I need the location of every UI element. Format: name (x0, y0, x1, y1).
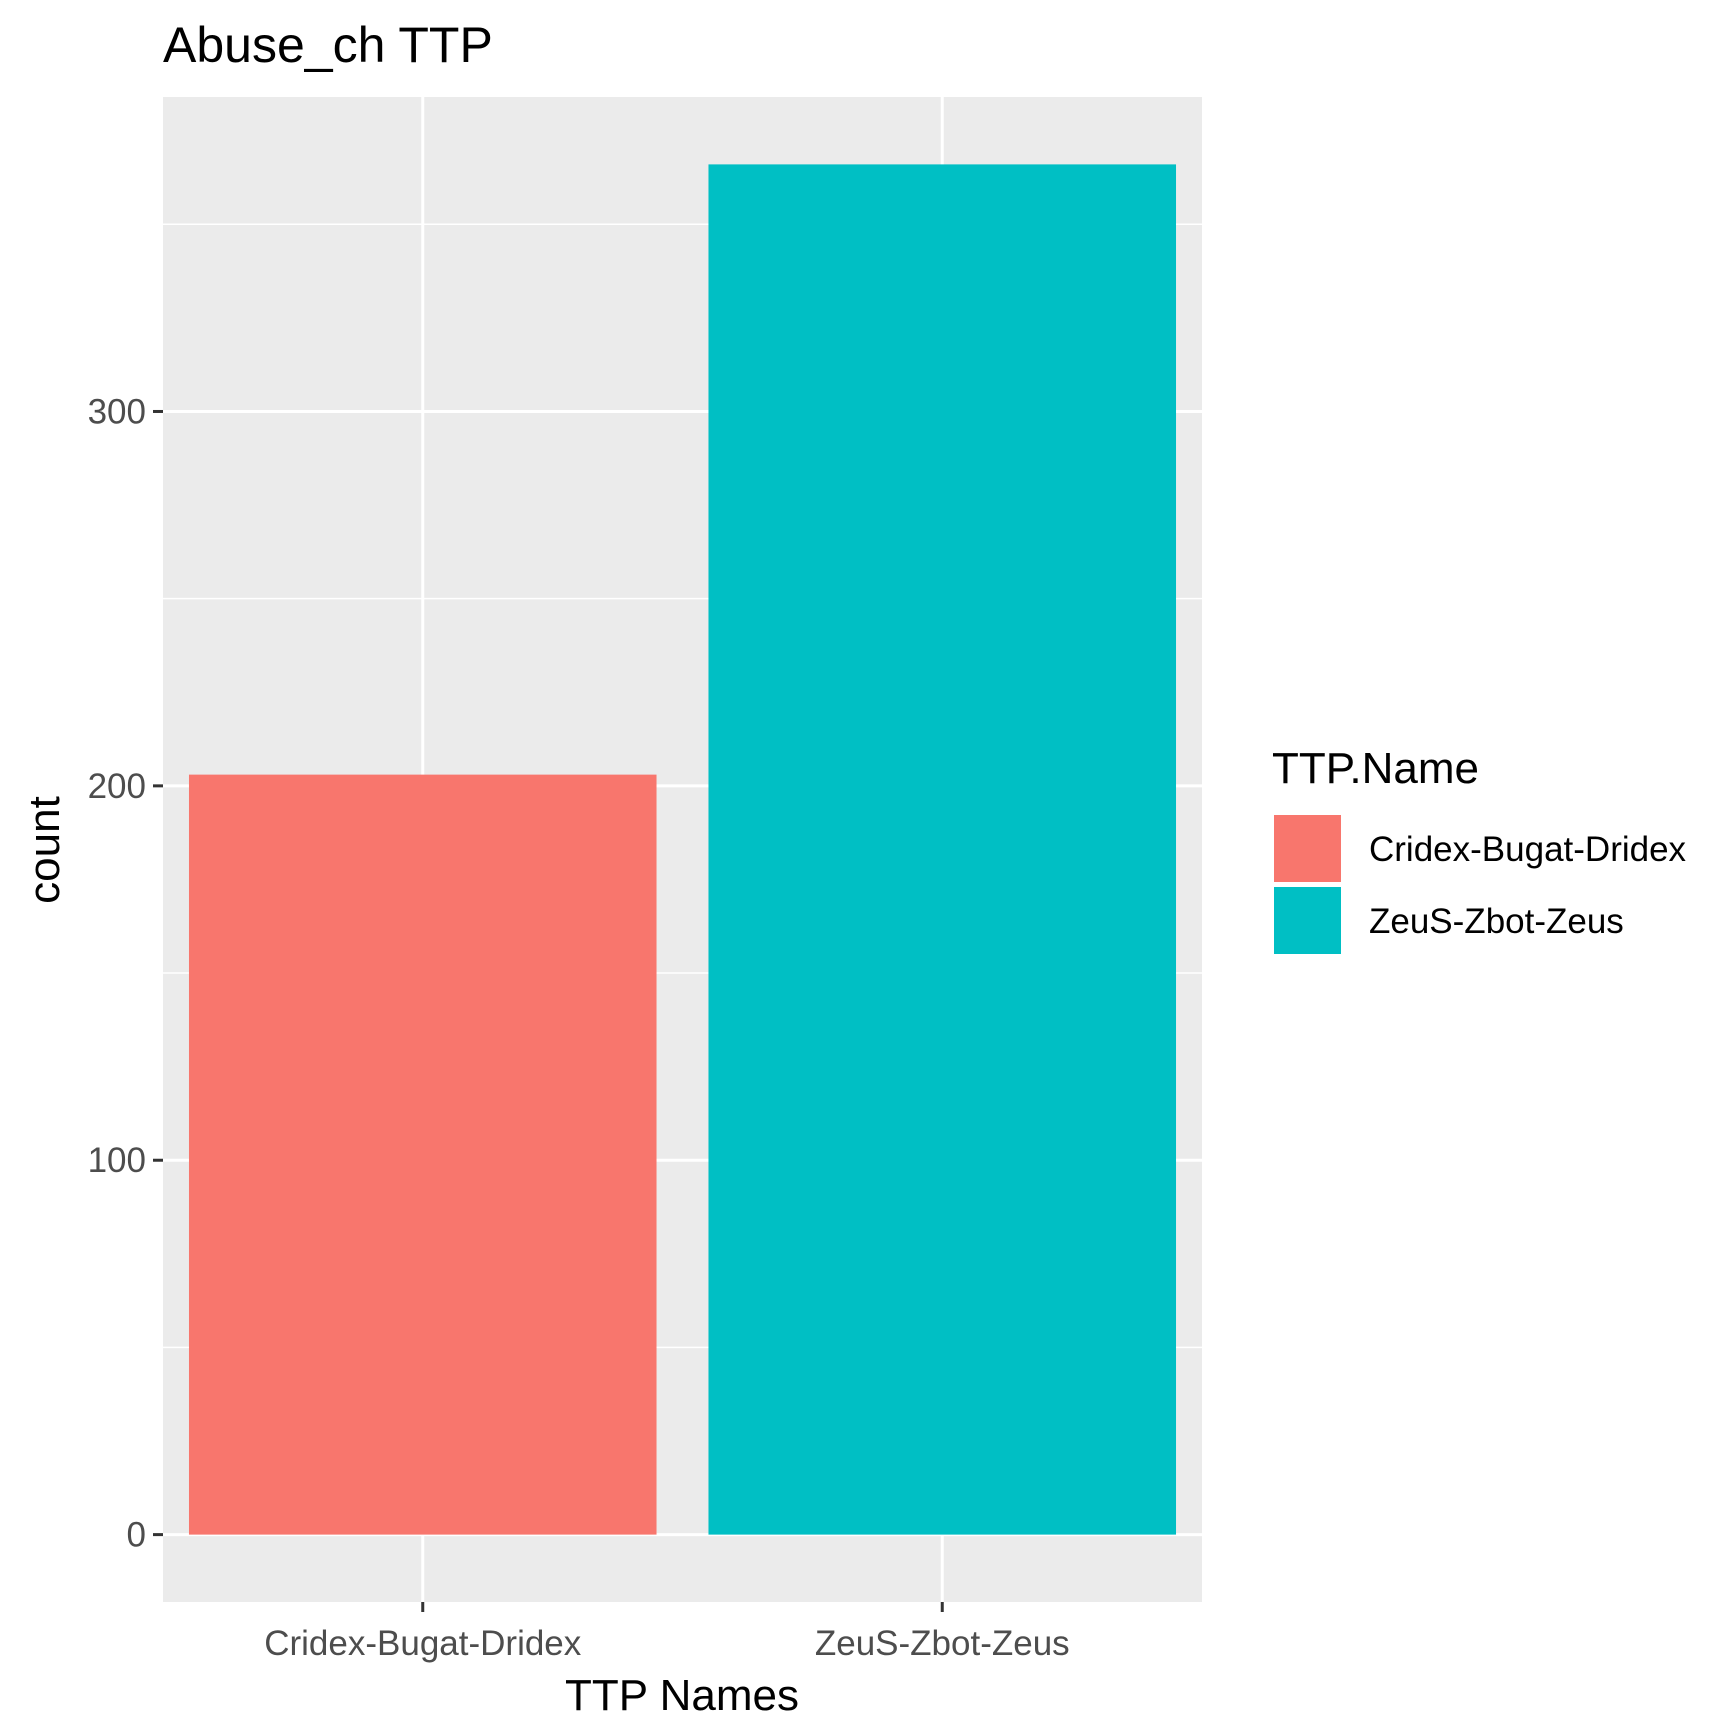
legend-swatch (1274, 887, 1341, 954)
x-axis: Cridex-Bugat-Dridex ZeuS-Zbot-Zeus (264, 1602, 1070, 1663)
x-axis-title: TTP Names (565, 1671, 799, 1720)
legend-swatch (1274, 815, 1341, 882)
bars (188, 164, 1177, 1535)
x-tick-label: Cridex-Bugat-Dridex (264, 1624, 582, 1663)
legend-label: Cridex-Bugat-Dridex (1369, 830, 1687, 869)
x-tick-label: ZeuS-Zbot-Zeus (815, 1624, 1070, 1663)
legend-items: Cridex-Bugat-Dridex ZeuS-Zbot-Zeus (1274, 815, 1687, 954)
bar-cridex-bugat-dridex (188, 774, 657, 1535)
y-axis: 0 100 200 300 (88, 392, 163, 1555)
legend-label: ZeuS-Zbot-Zeus (1369, 902, 1624, 941)
y-tick-label: 0 (127, 1516, 146, 1555)
y-tick-label: 300 (88, 392, 146, 431)
y-axis-title: count (20, 796, 69, 904)
bar-zeus-zbot-zeus (708, 164, 1177, 1535)
y-tick-label: 100 (88, 1141, 146, 1180)
legend: TTP.Name Cridex-Bugat-Dridex ZeuS-Zbot-Ze… (1272, 744, 1687, 954)
legend-title: TTP.Name (1272, 744, 1479, 793)
chart-title: Abuse_ch TTP (163, 17, 493, 73)
y-tick-label: 200 (88, 767, 146, 806)
